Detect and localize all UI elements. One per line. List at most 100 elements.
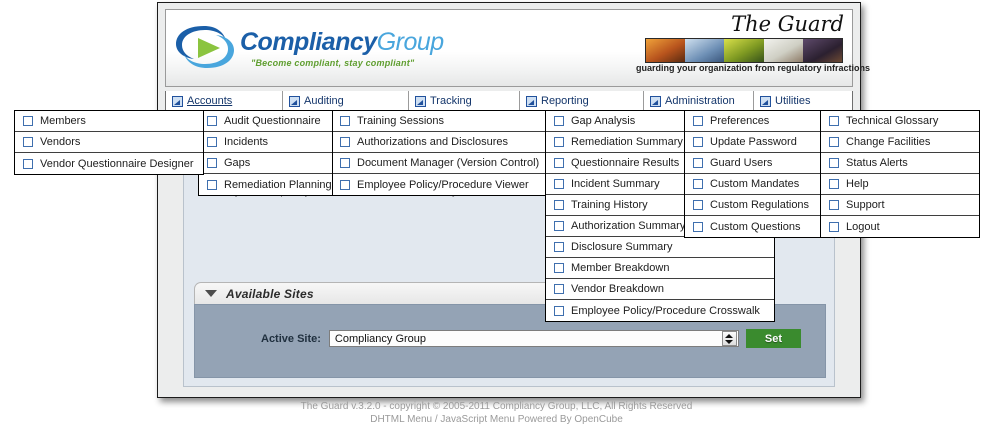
page-header: CompliancyGroup "Become compliant, stay … — [165, 9, 870, 87]
menu-item[interactable]: Employee Policy/Procedure Crosswalk — [546, 300, 774, 321]
logo-tagline: "Become compliant, stay compliant" — [251, 58, 415, 68]
bullet-square-icon — [554, 221, 564, 231]
photo-thumb-1 — [646, 39, 686, 62]
dropdown-tracking[interactable]: Training Sessions Authorizations and Dis… — [331, 110, 546, 196]
menu-item-label: Training Sessions — [357, 115, 445, 127]
menu-tab-icon — [415, 95, 426, 107]
bullet-square-icon — [23, 137, 33, 147]
bullet-square-icon — [693, 200, 703, 210]
bullet-square-icon — [829, 200, 839, 210]
menu-tab-tracking[interactable]: Tracking — [409, 91, 520, 111]
menu-item[interactable]: Update Password — [685, 132, 821, 153]
menu-tab-label: Tracking — [430, 95, 472, 107]
menu-item[interactable]: Training Sessions — [332, 111, 545, 132]
menu-item[interactable]: Authorizations and Disclosures — [332, 132, 545, 153]
bullet-square-icon — [693, 179, 703, 189]
menu-item[interactable]: Gaps — [199, 153, 332, 174]
available-sites-title: Available Sites — [226, 286, 314, 301]
menu-item[interactable]: Change Facilities — [821, 132, 979, 153]
dropdown-auditing[interactable]: Audit Questionnaire Incidents Gaps Remed… — [198, 110, 333, 196]
menu-item[interactable]: Custom Regulations — [685, 195, 821, 216]
dropdown-utilities[interactable]: Technical Glossary Change Facilities Sta… — [820, 110, 980, 238]
menu-item[interactable]: Members — [15, 111, 203, 132]
menu-item-label: Custom Questions — [710, 220, 801, 233]
compliancy-swoosh-logo-icon — [176, 26, 234, 68]
photo-thumb-4 — [763, 39, 803, 62]
bullet-square-icon — [829, 179, 839, 189]
bullet-square-icon — [207, 158, 217, 168]
bullet-square-icon — [829, 137, 839, 147]
menu-item[interactable]: Disclosure Summary — [546, 237, 774, 258]
menu-tab-label: Auditing — [304, 95, 344, 107]
company-logo[interactable]: CompliancyGroup "Become compliant, stay … — [174, 18, 474, 80]
menu-item-label: Incident Summary — [571, 178, 660, 190]
set-button[interactable]: Set — [745, 329, 801, 348]
product-photo-strip — [645, 38, 843, 63]
bullet-square-icon — [693, 158, 703, 168]
menu-tab-auditing[interactable]: Auditing — [283, 91, 409, 111]
bullet-square-icon — [207, 137, 217, 147]
menu-item-label: Members — [40, 115, 86, 127]
dropdown-reporting[interactable]: Gap Analysis Remediation Summary Questio… — [545, 110, 775, 322]
active-site-label: Active Site: — [261, 332, 321, 345]
menu-tab-label: Utilities — [775, 95, 811, 107]
bullet-square-icon — [693, 137, 703, 147]
bullet-square-icon — [554, 116, 564, 126]
menu-tab-label: Reporting — [541, 95, 589, 107]
menu-item-label: Remediation Summary — [571, 136, 683, 148]
menu-item-label: Disclosure Summary — [571, 241, 673, 253]
bullet-square-icon — [340, 179, 350, 190]
menu-item-label: Status Alerts — [846, 157, 908, 169]
menu-item-label: Guard Users — [710, 157, 773, 169]
photo-thumb-5 — [802, 39, 842, 62]
dropdown-administration[interactable]: Preferences Update Password Guard Users … — [684, 110, 822, 238]
select-stepper-arrows-icon[interactable] — [721, 331, 737, 346]
menu-item-label: Member Breakdown — [571, 262, 670, 274]
bullet-square-icon — [554, 242, 564, 252]
menu-item-label: Audit Questionnaire — [224, 115, 321, 127]
menu-item[interactable]: Member Breakdown — [546, 258, 774, 279]
bullet-square-icon — [829, 158, 839, 168]
menu-tab-utilities[interactable]: Utilities — [754, 91, 852, 111]
collapse-triangle-icon[interactable] — [205, 290, 217, 297]
menu-tab-administration[interactable]: Administration — [644, 91, 754, 111]
menu-item[interactable]: Preferences — [685, 111, 821, 132]
menu-tab-icon — [526, 95, 537, 107]
menu-item[interactable]: Incidents — [199, 132, 332, 153]
menu-item[interactable]: Custom Questions — [685, 216, 821, 237]
menu-item[interactable]: Custom Mandates — [685, 174, 821, 195]
menu-item[interactable]: Employee Policy/Procedure Viewer — [332, 174, 545, 195]
menu-tab-reporting[interactable]: Reporting — [520, 91, 644, 111]
menu-item-label: Support — [846, 199, 885, 211]
dropdown-accounts[interactable]: Members Vendors Vendor Questionnaire Des… — [14, 110, 204, 175]
menu-item[interactable]: Vendor Breakdown — [546, 279, 774, 300]
menu-item[interactable]: Audit Questionnaire — [199, 111, 332, 132]
photo-thumb-2 — [685, 39, 725, 62]
menu-item[interactable]: Document Manager (Version Control) — [332, 153, 545, 174]
bullet-square-icon — [693, 221, 703, 232]
menu-item[interactable]: Technical Glossary — [821, 111, 979, 132]
menu-item-label: Logout — [846, 220, 880, 233]
menu-tab-icon — [172, 95, 183, 107]
bullet-square-icon — [340, 158, 350, 168]
menu-item[interactable]: Vendors — [15, 132, 203, 153]
menu-item[interactable]: Support — [821, 195, 979, 216]
menu-item[interactable]: Help — [821, 174, 979, 195]
menu-item[interactable]: Vendor Questionnaire Designer — [15, 153, 203, 174]
menu-item[interactable]: Status Alerts — [821, 153, 979, 174]
main-menu-bar[interactable]: Accounts Auditing Tracking Reporting Adm… — [165, 91, 853, 112]
bullet-square-icon — [207, 116, 217, 126]
menu-item[interactable]: Remediation Planning — [199, 174, 332, 195]
menu-item[interactable]: Logout — [821, 216, 979, 237]
bullet-square-icon — [554, 200, 564, 210]
logo-word-secondary: Group — [376, 28, 444, 56]
menu-item-label: Gap Analysis — [571, 115, 636, 127]
menu-item-label: Vendor Questionnaire Designer — [40, 157, 194, 170]
menu-item-label: Authorizations and Disclosures — [357, 136, 509, 148]
menu-item-label: Update Password — [710, 136, 797, 148]
active-site-select[interactable]: Compliancy Group — [328, 330, 739, 347]
menu-item[interactable]: Guard Users — [685, 153, 821, 174]
menu-tab-accounts[interactable]: Accounts — [166, 91, 283, 111]
bullet-square-icon — [23, 116, 33, 126]
footer-credit: DHTML Menu / JavaScript Menu Powered By … — [370, 414, 623, 425]
